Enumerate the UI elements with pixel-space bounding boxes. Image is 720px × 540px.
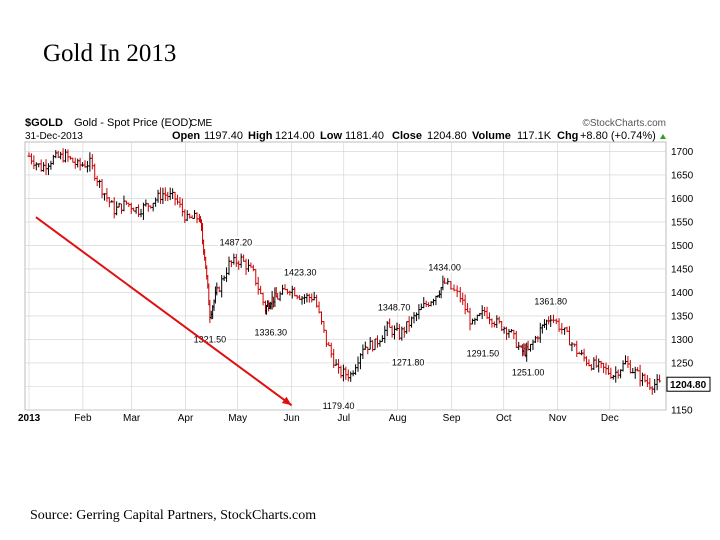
y-tick-label: 1650 — [671, 170, 694, 181]
annotation-bg — [191, 333, 228, 345]
price-annotation: 1179.40 — [323, 401, 355, 411]
x-tick-label: Feb — [74, 413, 92, 424]
grid-lines — [25, 142, 666, 411]
x-tick-label: Jun — [284, 413, 300, 424]
annotation-bg — [532, 295, 569, 307]
source-note: Source: Gerring Capital Partners, StockC… — [30, 508, 317, 523]
x-tick-label: Dec — [601, 413, 619, 424]
annotation-bg — [252, 326, 289, 338]
arrow-line — [35, 216, 293, 407]
gold-chart: $GOLD Gold - Spot Price (EOD) CME ©Stock… — [0, 110, 720, 430]
up-arrow-icon — [660, 134, 666, 139]
last-price-label: 1204.80 — [670, 380, 707, 391]
y-axis: 1150120012501300135014001450150015501600… — [671, 147, 694, 417]
annotation-bg — [217, 236, 254, 248]
annotation-bg — [320, 400, 357, 412]
price-annotation: 1361.80 — [534, 296, 567, 306]
annotation-bg — [376, 301, 413, 313]
high-value: 1214.00 — [275, 130, 315, 142]
price-annotation: 1434.00 — [428, 262, 461, 272]
chart-date: 31-Dec-2013 — [25, 131, 83, 142]
x-tick-label: Sep — [443, 413, 461, 424]
arrow-head — [281, 396, 292, 406]
price-annotation: 1251.00 — [512, 368, 545, 378]
y-tick-label: 1250 — [671, 358, 694, 369]
last-price-tag: 1204.80 — [666, 376, 711, 392]
price-annotation: 1487.20 — [220, 237, 253, 247]
y-tick-label: 1550 — [671, 217, 694, 228]
x-tick-label: Mar — [123, 413, 141, 424]
annotation-bg — [426, 261, 463, 273]
chart-svg: $GOLD Gold - Spot Price (EOD) CME ©Stock… — [18, 117, 711, 424]
slide-title: Gold In 2013 — [43, 40, 177, 67]
x-axis: 2013 Feb Mar Apr May Jun Jul Aug Sep Oct Nov Dec — [18, 413, 619, 424]
price-annotation: 1291.50 — [467, 348, 500, 358]
price-annotation: 1423.30 — [284, 268, 317, 278]
x-tick-label: Aug — [389, 413, 407, 424]
last-price-box — [666, 376, 711, 392]
brand-label: ©StockCharts.com — [582, 118, 666, 129]
y-tick-label: 1400 — [671, 288, 694, 299]
x-tick-label: May — [228, 413, 247, 424]
chart-symbol: $GOLD — [25, 117, 63, 129]
price-annotation: 1348.70 — [378, 303, 411, 313]
low-value: 1181.40 — [345, 130, 384, 142]
y-tick-label: 1700 — [671, 147, 694, 158]
close-label: Close — [392, 130, 422, 142]
annotation-bg — [464, 347, 501, 359]
y-tick-label: 1450 — [671, 264, 694, 275]
price-annotations: 1321.50 1487.20 1336.30 1423.30 1179.40 1348.… — [191, 236, 569, 412]
price-annotation: 1271.80 — [392, 358, 425, 368]
annotation-bg — [510, 366, 547, 378]
y-tick-label: 1150 — [671, 406, 693, 417]
chart-description: Gold - Spot Price (EOD) — [74, 117, 192, 129]
x-tick-label: Apr — [178, 413, 194, 424]
close-value: 1204.80 — [427, 130, 467, 142]
price-annotation: 1321.50 — [194, 334, 227, 344]
volume-label: Volume — [472, 130, 511, 142]
annotation-bg — [390, 356, 427, 368]
volume-value: 117.1K — [517, 130, 552, 142]
chart-exchange: CME — [190, 118, 213, 129]
chg-value: +8.80 (+0.74%) — [580, 130, 656, 142]
open-label: Open — [172, 130, 200, 142]
y-tick-label: 1500 — [671, 241, 694, 252]
downtrend-arrow — [35, 216, 293, 407]
x-tick-label: Nov — [549, 413, 567, 424]
y-tick-label: 1300 — [671, 335, 694, 346]
x-tick-label: 2013 — [18, 413, 41, 424]
annotation-bg — [282, 266, 319, 278]
price-bars — [27, 148, 662, 395]
price-annotation: 1336.30 — [254, 327, 287, 337]
y-tick-label: 1350 — [671, 311, 694, 322]
chg-label: Chg — [557, 130, 578, 142]
low-label: Low — [320, 130, 342, 142]
y-tick-label: 1600 — [671, 194, 694, 205]
open-value: 1197.40 — [204, 130, 243, 142]
x-tick-label: Oct — [496, 413, 512, 424]
x-tick-label: Jul — [337, 413, 350, 424]
high-label: High — [248, 130, 273, 142]
